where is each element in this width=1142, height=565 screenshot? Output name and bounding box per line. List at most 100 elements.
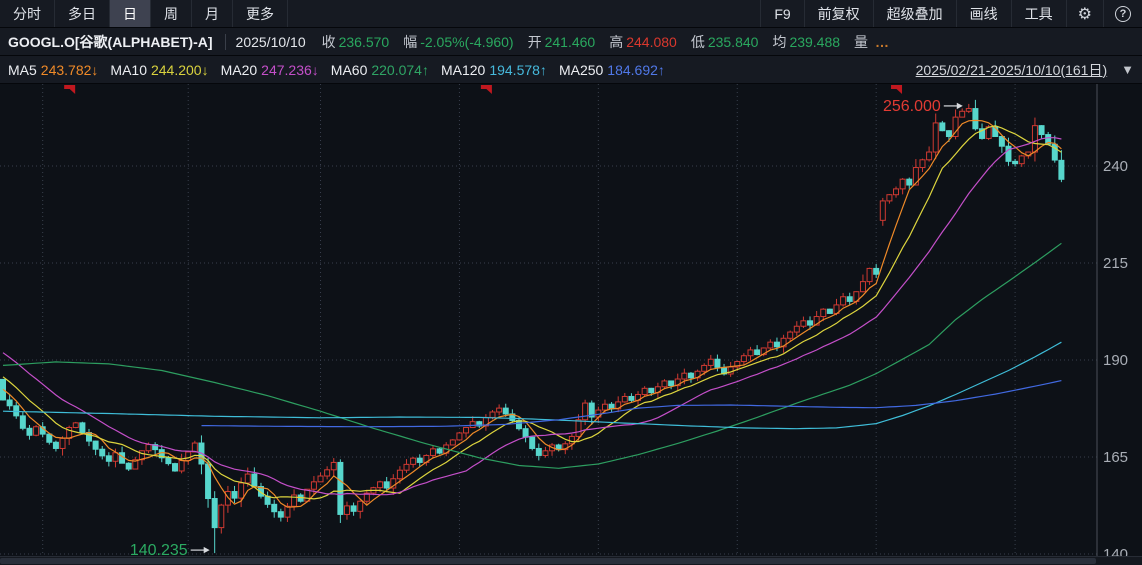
candle-down (383, 481, 390, 489)
date-range-selector[interactable]: 2025/02/21-2025/10/10(161日) (915, 61, 1108, 78)
candle-down (125, 462, 132, 470)
quote-field-label: 收 (321, 33, 336, 50)
candle-up (912, 167, 919, 186)
toolbar-button-forward-adjust[interactable]: 前复权 (803, 0, 873, 27)
candle-up (926, 151, 933, 161)
settings-button[interactable]: ⚙ (1065, 0, 1103, 27)
candle-down (945, 130, 952, 138)
quote-field-value: 244.080 (626, 33, 677, 50)
candle-up (820, 308, 827, 318)
candle-down (231, 491, 238, 499)
tab-daily[interactable]: 日 (110, 0, 151, 27)
candle-down (939, 122, 946, 132)
quote-field-label: 低 (690, 33, 705, 50)
candle-down (277, 511, 284, 518)
ma-name: MA10 (110, 61, 147, 78)
tab-multiday[interactable]: 多日 (55, 0, 110, 27)
candle-down (99, 448, 106, 457)
candle-up (767, 341, 774, 349)
divider (224, 33, 226, 50)
candle-up (1031, 125, 1038, 153)
candle-down (807, 320, 814, 326)
candle-down (1012, 160, 1019, 165)
candle-down (105, 455, 112, 462)
tab-minute[interactable]: 分时 (0, 0, 55, 27)
annotation-arrowhead (956, 102, 963, 110)
candle-up (244, 473, 251, 484)
period-toolbar: 分时 多日日周月更多 F9 前复权 超级叠加 画线 工具 ⚙ ? (0, 0, 1142, 28)
ma-readout-ma5: MA5 243.782↓ (8, 62, 98, 78)
ma-name: MA120 (440, 61, 486, 78)
ma-name: MA60 (330, 61, 368, 78)
toolbar-button-f9[interactable]: F9 (760, 0, 803, 27)
candle-up (793, 325, 800, 333)
event-flag-icon (891, 85, 903, 94)
candle-up (357, 500, 364, 512)
scrollbar-thumb[interactable] (0, 558, 1096, 564)
candle-up (707, 358, 714, 366)
candle-up (185, 451, 192, 461)
tab-monthly[interactable]: 月 (192, 0, 233, 27)
candle-up (363, 492, 370, 502)
gear-icon: ⚙ (1077, 5, 1092, 23)
candle-up (403, 463, 410, 471)
toolbar-button-tools[interactable]: 工具 (1010, 0, 1066, 27)
quote-date: 2025/10/10 (235, 33, 306, 50)
candle-down (251, 473, 258, 487)
ma-readout-ma10: MA10 244.200↓ (110, 62, 208, 78)
candle-up (734, 361, 741, 368)
tab-weekly[interactable]: 周 (151, 0, 192, 27)
candle-up (681, 372, 688, 380)
candle-up (575, 419, 582, 437)
candle-up (641, 387, 648, 396)
candle-up (780, 337, 787, 348)
candle-up (1018, 155, 1025, 165)
candle-down (906, 178, 913, 186)
candle-down (257, 485, 264, 497)
toolbar-button-draw-line[interactable]: 画线 (955, 0, 1011, 27)
candle-down (79, 422, 86, 434)
chart-canvas[interactable]: 240 215 190 165 140 256.000 140.235 (0, 84, 1142, 556)
ma-name: MA5 (8, 61, 37, 78)
annotation-arrowhead (203, 546, 210, 554)
symbol-title: GOOGL.O[谷歌(ALPHABET)-A] (8, 33, 213, 50)
quote-fields: 收 236.570 幅 -2.05%(-4.960) 开 241.460 高 244.080 低… (322, 32, 854, 52)
quote-field: 高 244.080 (609, 32, 677, 52)
quote-field: 开 241.460 (528, 32, 596, 52)
event-flag-icon (64, 85, 76, 94)
ma-line-ma60 (2, 242, 1062, 469)
candle-down (998, 136, 1005, 147)
chevron-down-icon[interactable]: ▼ (1121, 62, 1134, 77)
quote-field-label: 幅 (403, 33, 418, 50)
ma-value: 184.692↑ (607, 61, 665, 78)
candle-down (52, 441, 59, 449)
quote-field-value: 235.840 (707, 33, 759, 50)
candle-up (469, 421, 476, 429)
help-button[interactable]: ? (1103, 0, 1142, 27)
tab-more[interactable]: 更多 (233, 0, 288, 27)
ma-name: MA250 (558, 61, 604, 78)
ma-bar: MA5 243.782↓ MA10 244.200↓ MA20 247.236↓ MA60 2… (0, 56, 1142, 84)
candle-down (46, 433, 53, 443)
chart-scrollbar[interactable] (0, 556, 1142, 565)
candle-down (416, 457, 423, 463)
candlestick-chart[interactable]: 240 215 190 165 140 256.000 140.235 (0, 84, 1142, 565)
candle-up (661, 380, 668, 388)
candle-up (284, 505, 291, 518)
candle-down (588, 402, 595, 418)
ma-line-ma5 (2, 119, 1062, 508)
candle-up (886, 194, 893, 202)
ma-value: 244.200↓ (150, 61, 209, 78)
candle-down (350, 505, 357, 512)
candle-down (826, 308, 833, 314)
candle-down (648, 387, 655, 394)
toolbar-button-super-overlay[interactable]: 超级叠加 (872, 0, 956, 27)
candle-up (390, 478, 397, 489)
period-tabs: 分时 多日日周月更多 (0, 0, 288, 27)
volume-field[interactable]: 量 … (854, 32, 891, 52)
candle-down (165, 457, 172, 465)
ma-line-ma20 (2, 137, 1062, 496)
candle-down (522, 428, 529, 438)
candle-up (218, 504, 225, 529)
